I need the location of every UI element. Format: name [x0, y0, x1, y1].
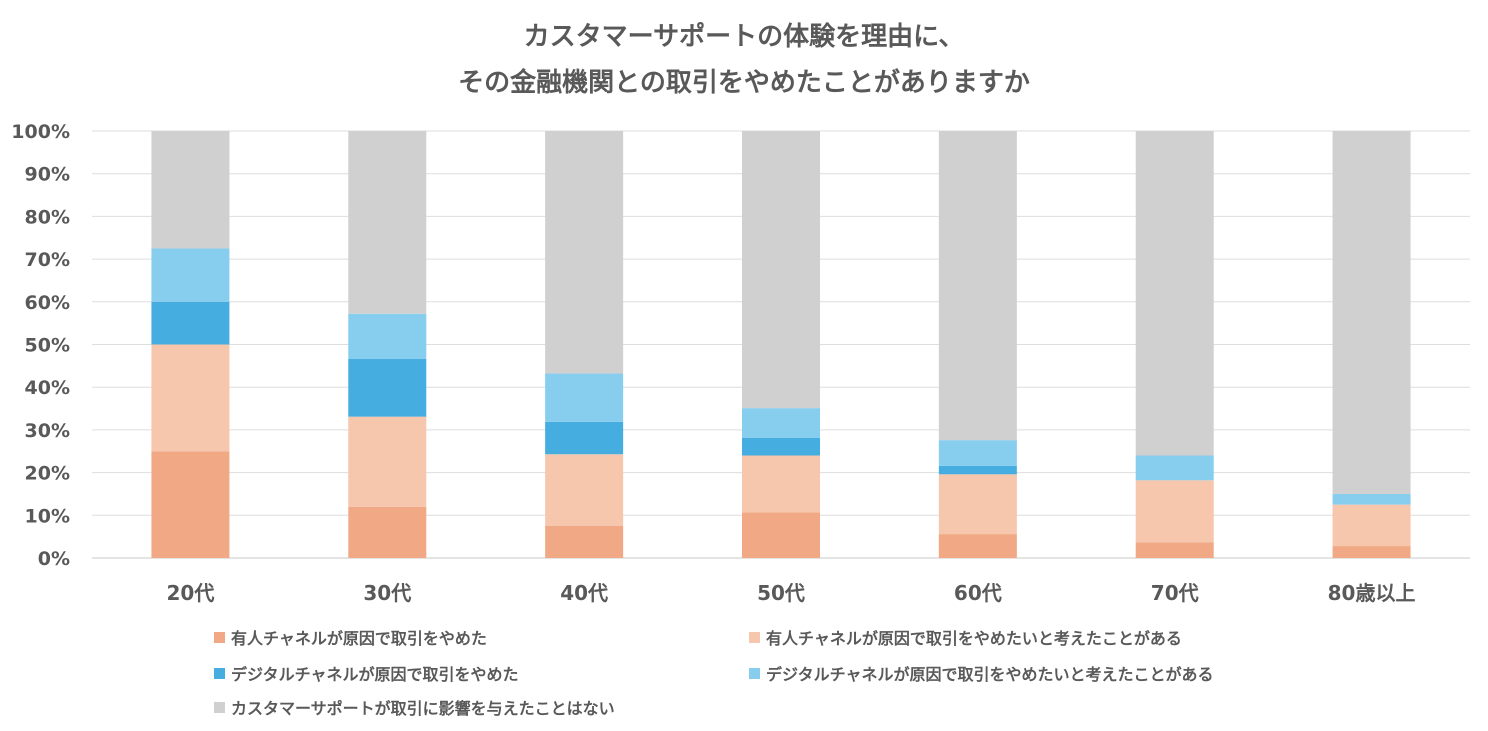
bar-segment — [1332, 504, 1411, 547]
y-tick-label: 40% — [25, 377, 70, 399]
bar-segment — [151, 248, 230, 302]
legend-swatch — [214, 701, 225, 713]
chart-title-line-2: その金融機関との取引をやめたことがありますか — [458, 68, 1030, 98]
bar-segment — [1135, 455, 1214, 481]
bar-segment — [1135, 480, 1214, 543]
bar-segment — [938, 465, 1017, 475]
legend-swatch — [749, 667, 760, 679]
bar-segment — [348, 313, 427, 360]
bar-segment — [545, 131, 624, 374]
y-tick-label: 70% — [25, 249, 70, 271]
legend-item-no-impact: カスタマーサポートが取引に影響を与えたことはない — [214, 695, 615, 719]
chart-title-line-1: カスタマーサポートの体験を理由に、 — [523, 22, 965, 52]
y-tick-label: 30% — [25, 420, 70, 442]
stacked-bar-chart: 0% 10% 20% 30% 40% 50% 60% 70% 80% 90% 100% 20代 30代 4… — [11, 121, 1470, 605]
y-tick-label: 80% — [25, 206, 70, 228]
bar-segment — [545, 421, 624, 455]
bar-segment — [545, 525, 624, 558]
legend-label: 有人チャネルが原因で取引をやめたいと考えたことがある — [766, 629, 1182, 648]
x-tick-label: 30代 — [363, 581, 411, 605]
y-tick-label: 0% — [38, 548, 70, 570]
bar-segment — [742, 512, 820, 558]
bar-segment — [151, 131, 230, 249]
legend-swatch — [749, 631, 760, 643]
bar-segment — [938, 131, 1017, 441]
bar-segment — [938, 440, 1017, 466]
x-tick-label: 50代 — [757, 581, 805, 605]
bar-segment — [545, 373, 624, 422]
x-tick-label: 40代 — [560, 581, 608, 605]
bar-segment — [1135, 131, 1214, 456]
legend-item-digital-considered: デジタルチャネルが原因で取引をやめたいと考えたことがある — [749, 661, 1214, 685]
legend-label: カスタマーサポートが取引に影響を与えたことはない — [231, 699, 615, 718]
bar-segment — [348, 359, 427, 417]
bar-segment — [938, 534, 1017, 558]
y-tick-label: 100% — [11, 121, 70, 143]
legend-swatch — [214, 631, 225, 643]
bar-segment — [151, 344, 230, 452]
y-tick-label: 60% — [25, 292, 70, 314]
bar-segment — [151, 301, 230, 345]
bar-segment — [742, 408, 820, 439]
bar-segment — [1332, 546, 1411, 558]
bar-segment — [742, 455, 820, 513]
legend-label: 有人チャネルが原因で取引をやめた — [231, 629, 487, 648]
bar-segment — [742, 131, 820, 409]
bar-segment — [1332, 493, 1411, 505]
legend-item-digital-quit: デジタルチャネルが原因で取引をやめた — [214, 661, 519, 685]
legend-swatch — [214, 667, 225, 679]
legend-label: デジタルチャネルが原因で取引をやめたいと考えたことがある — [766, 665, 1214, 684]
bar-segment — [938, 474, 1017, 535]
y-tick-label: 90% — [25, 164, 70, 186]
x-tick-label: 60代 — [954, 581, 1002, 605]
y-tick-label: 20% — [25, 463, 70, 485]
bar-segment — [348, 506, 427, 558]
y-tick-label: 10% — [25, 505, 70, 527]
x-tick-label: 80歳以上 — [1328, 581, 1416, 605]
bar-segment — [151, 451, 230, 558]
bar-segment — [1332, 131, 1411, 494]
bar-segment — [348, 131, 427, 314]
legend-item-staff-considered: 有人チャネルが原因で取引をやめたいと考えたことがある — [749, 625, 1182, 649]
y-tick-label: 50% — [25, 335, 70, 357]
legend-label: デジタルチャネルが原因で取引をやめた — [231, 665, 519, 684]
x-tick-label: 70代 — [1151, 581, 1199, 605]
legend-item-staff-quit: 有人チャネルが原因で取引をやめた — [214, 625, 487, 649]
bar-segment — [545, 454, 624, 526]
x-tick-label: 20代 — [167, 581, 215, 605]
bar-segment — [348, 416, 427, 507]
bar-segment — [742, 438, 820, 456]
bar-segment — [1135, 542, 1214, 558]
